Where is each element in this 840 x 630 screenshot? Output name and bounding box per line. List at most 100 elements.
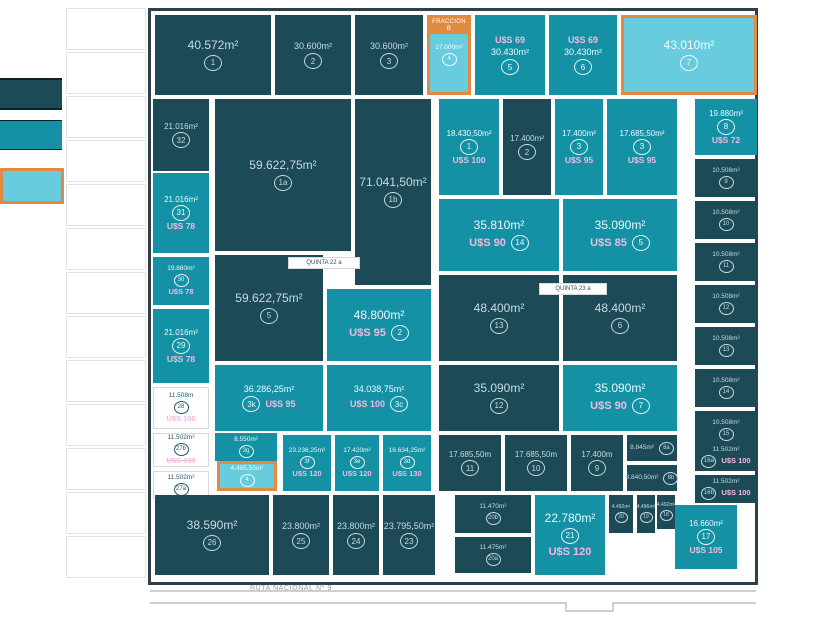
parcel-27b: 11.502m² 27b U$S 100 [153,433,209,467]
road-line [614,602,756,604]
parcel-circle: 16a [701,454,717,468]
parcel-19: 4.496m² 19 [637,495,655,533]
parcel-area: 10.508m² [712,419,740,427]
parcel-row: 16a U$S 100 [701,454,751,468]
parcel-29: 21.016m² 29 U$S 78 [153,309,209,383]
parcel-price: U$S 85 [590,236,627,249]
parcel-circle: 6 [574,59,592,76]
parcel-price: U$S 72 [711,134,741,145]
parcel-price: U$S 90 [590,399,627,412]
parcel-circle: 31 [172,204,190,221]
parcel-31: 21.016m² 31 U$S 78 [153,173,209,253]
parcel-circle: 3 [633,138,651,155]
parcel-area: 4.495,50m² [230,465,264,473]
parcel-circle: 16b [701,486,717,500]
parcel-circle: 3f [299,455,315,469]
parcel-circle: 26 [203,534,221,551]
parcel-circle: 5 [631,234,650,251]
parcel-circle: 5 [260,307,278,324]
parcel-area: 11.508m [168,392,194,400]
parcel-circle: 3 [380,53,398,70]
parcel-area: 36.286,25m² [243,383,295,394]
empty-parcel-outline [66,360,146,402]
parcel-row: 3k U$S 95 [242,396,296,413]
empty-parcel-outline [66,8,146,50]
road-line [150,590,756,592]
parcel-8: 19.880m² 8 U$S 72 [695,99,757,155]
parcel-21: 22.780m² 21 U$S 120 [535,495,605,575]
parcel-16b: 11.502m² 16b U$S 100 [695,475,757,503]
parcel-circle: 1 [204,54,222,71]
parcel-area: 16.634,25m² [388,447,426,455]
legend-swatch-cyan-orange [0,168,64,204]
parcel-price: U$S 120 [292,468,322,478]
parcel-3: 17.685,50m² 3 U$S 95 [607,99,677,195]
parcel-circle: 20 [614,511,628,523]
empty-parcel-outline [66,96,146,138]
parcel-3g: 8.550m² 3g [215,433,277,461]
parcel-area: 71.041,50m² [359,175,427,190]
parcel-3c: 34.038,75m² U$S 100 3c [327,365,431,431]
parcel-circle: 4 [441,52,457,66]
parcel-area: 11.475m² [479,544,507,552]
parcel-price: U$S 100 [721,455,751,465]
parcel-circle: 1 [460,138,478,155]
parcel-area: 35.090m² [594,381,646,396]
parcel-circle: 30 [173,273,189,287]
parcel-area: 11.502m² [712,446,740,454]
plan: 40.572m² 1 30.600m² 2 30.600m² 3 FRACCION B 17.… [148,8,758,585]
parcel-15: 10.508m² 15 [695,411,757,449]
parcel-circle: 3k [242,396,261,413]
parcel-circle: 32 [172,132,190,149]
parcel-circle: 8 [717,118,735,135]
parcel-area: 21.016m² [164,327,198,337]
parcel-area: 35.810m² [473,218,525,233]
parcel-13: 10.508m² 13 [695,327,757,365]
parcel-16a: 11.502m² 16a U$S 100 [695,443,757,471]
parcel-area: 10.508m² [712,293,740,301]
empty-parcel-outline [66,448,146,490]
parcel-area: 48.400m² [473,301,525,316]
parcel-30: 19.880m² 30 U$S 78 [153,257,209,305]
parcel-circle: 11 [718,259,734,273]
parcel-circle: 20b [485,511,501,525]
parcel-area: 38.590m² [186,518,238,533]
parcel-price: U$S 130 [392,468,422,478]
parcel-area: 17.685,50m² [619,128,665,138]
parcel-7: 35.090m² U$S 90 7 [563,365,677,431]
parcel-circle: 9 [588,460,606,477]
parcel-10: 10.508m² 10 [695,201,757,239]
empty-parcel-outline [66,140,146,182]
parcel-price: U$S 78 [168,286,194,296]
parcel-7: 43.010m² 7 [621,15,757,95]
parcel-row: U$S 95 2 [349,324,409,341]
parcel-6: U$S 69 30.430m² 6 [549,15,617,95]
parcel-circle: 15 [718,427,734,441]
parcel-price: U$S 105 [689,544,723,555]
parcel-circle: 20a [485,552,501,566]
parcel-area: 8.845m² [630,444,654,452]
parcel-area: 35.090m² [473,381,525,396]
parcel-28: 11.508m 28 U$S 100 [153,387,209,429]
parcel-11: 10.508m² 11 [695,243,757,281]
parcel-area: 21.016m² [164,194,198,204]
parcel-1b: 71.041,50m² 1b [355,99,431,285]
parcel-area: 30.430m² [490,47,530,57]
road-label: RUTA NACIONAL Nº 9 [250,585,332,592]
parcel-14: 35.810m² U$S 90 14 [439,199,559,271]
parcel-12: 10.508m² 12 [695,285,757,323]
empty-parcel-outline [66,184,146,226]
parcel-price: U$S 100 [721,487,751,497]
parcel-area: 11.470m² [479,503,507,511]
parcel-11: 17.685,50m 11 [439,435,501,491]
parcel-3d: 16.634,25m² 3d U$S 130 [383,435,431,491]
parcel-circle: 28 [173,400,189,414]
parcel-price: U$S 100 [166,455,196,465]
road-line [565,602,567,612]
legend-swatch-dark [0,78,62,110]
parcel-20: 4.492m² 20 [609,495,633,533]
parcel-area: 8.550m² [234,436,258,444]
parcel-area: 17.000m² [435,44,463,52]
parcel-circle: 14 [510,234,529,251]
parcel-circle: 21 [561,527,579,544]
